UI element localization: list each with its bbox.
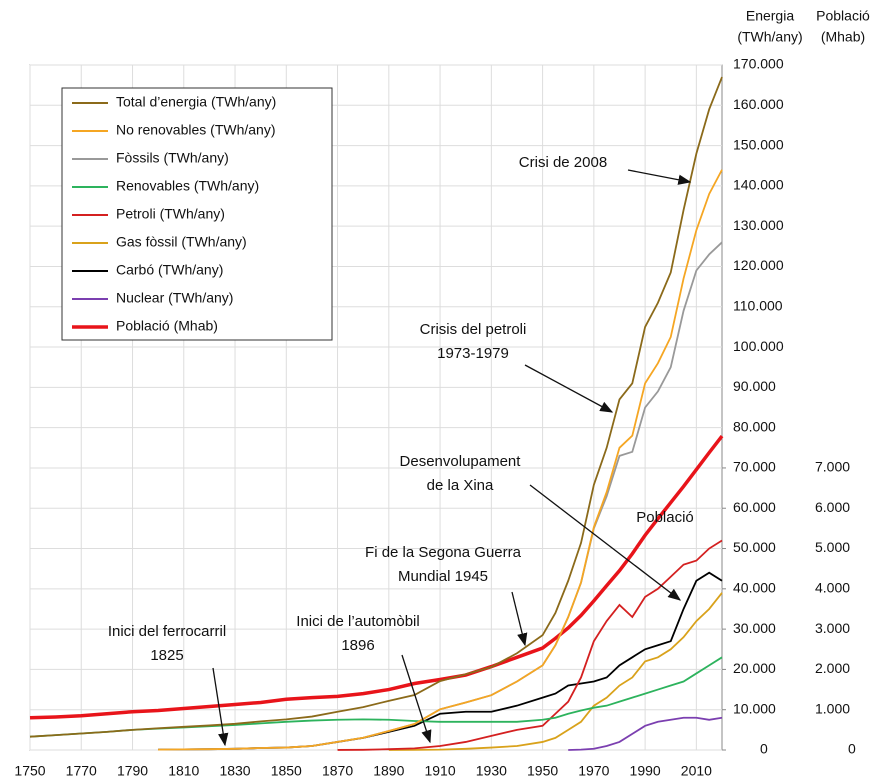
legend-label: Carbó (TWh/any) xyxy=(116,262,223,278)
annotation: de la Xina xyxy=(427,477,494,494)
x-tick-label: 1870 xyxy=(322,763,353,779)
y2-tick-label: 5.000 xyxy=(815,539,850,555)
x-tick-label: 1890 xyxy=(373,763,404,779)
annotation-arrow xyxy=(529,484,682,601)
series-line xyxy=(29,435,724,720)
legend-label: Gas fòssil (TWh/any) xyxy=(116,234,247,250)
legend-label: Renovables (TWh/any) xyxy=(116,178,259,194)
y2-tick-label: 3.000 xyxy=(815,620,850,636)
y-axis-title: Energia xyxy=(746,8,794,24)
x-tick-label: 1750 xyxy=(14,763,45,779)
y-tick-label: 150.000 xyxy=(733,136,784,152)
y-tick-label: 130.000 xyxy=(733,217,784,233)
x-tick-label: 1950 xyxy=(527,763,558,779)
x-tick-label: 1970 xyxy=(578,763,609,779)
x-tick-label: 2010 xyxy=(681,763,712,779)
x-tick-label: 1770 xyxy=(66,763,97,779)
y-tick-label: 30.000 xyxy=(733,620,776,636)
legend-label: Total d’energia (TWh/any) xyxy=(116,94,276,110)
y2-axis-title: Població xyxy=(816,8,870,24)
y-tick-label: 110.000 xyxy=(733,297,783,313)
y2-tick-label: 4.000 xyxy=(815,580,850,596)
legend: Total d’energia (TWh/any) No renovables (… xyxy=(61,87,333,341)
y-tick-label: 20.000 xyxy=(733,660,776,676)
y-tick-label: 100.000 xyxy=(733,338,784,354)
annotation: Inici de l’automòbil xyxy=(296,613,419,630)
legend-label: No renovables (TWh/any) xyxy=(116,122,276,138)
annotation: 1896 xyxy=(341,637,374,654)
legend-label: Nuclear (TWh/any) xyxy=(116,290,233,306)
y-tick-label: 120.000 xyxy=(733,257,784,273)
y-tick-label: 80.000 xyxy=(733,418,776,434)
annotation-arrow xyxy=(401,654,432,744)
annotation: Desenvolupament xyxy=(400,453,522,470)
y2-tick-label: 1.000 xyxy=(815,700,850,716)
legend-label: Població (Mhab) xyxy=(116,318,218,334)
annotation-arrow xyxy=(524,364,614,413)
series-line xyxy=(568,716,723,751)
legend-label: Petroli (TWh/any) xyxy=(116,206,225,222)
y-tick-label: 10.000 xyxy=(733,700,776,716)
y2-tick-label: 2.000 xyxy=(815,660,850,676)
annotation: Fi de la Segona Guerra xyxy=(365,544,522,561)
x-tick-label: 1910 xyxy=(424,763,455,779)
y-tick-label: 170.000 xyxy=(733,56,784,72)
x-tick-label: 1930 xyxy=(476,763,507,779)
annotation: 1973-1979 xyxy=(437,345,509,362)
y-tick-label: 60.000 xyxy=(733,499,776,515)
series-line xyxy=(337,539,723,751)
y-tick-label: 40.000 xyxy=(733,580,776,596)
annotation: Crisi de 2008 xyxy=(519,154,607,171)
x-tick-label: 1810 xyxy=(168,763,199,779)
y-tick-label: 70.000 xyxy=(733,459,776,475)
series-line xyxy=(158,169,723,751)
annotation: 1825 xyxy=(150,647,183,664)
annotation-arrow xyxy=(212,667,229,747)
y-tick-label: 160.000 xyxy=(733,96,784,112)
series-line xyxy=(29,76,723,738)
x-tick-label: 1990 xyxy=(630,763,661,779)
y2-tick-label: 7.000 xyxy=(815,459,850,475)
y2-tick-label: 0 xyxy=(848,741,856,757)
y-tick-label: 0 xyxy=(760,741,768,757)
y-tick-label: 140.000 xyxy=(733,177,784,193)
y2-tick-label: 6.000 xyxy=(815,499,850,515)
annotation: Població xyxy=(636,509,694,526)
annotation: Mundial 1945 xyxy=(398,568,488,585)
annotation: Crisis del petroli xyxy=(420,321,527,338)
annotation: Inici del ferrocarril xyxy=(108,623,226,640)
annotation-arrow xyxy=(511,591,528,647)
y-tick-label: 90.000 xyxy=(733,378,776,394)
annotation-arrow xyxy=(627,169,692,185)
x-tick-label: 1790 xyxy=(117,763,148,779)
series-line xyxy=(388,592,723,751)
y-tick-label: 50.000 xyxy=(733,539,776,555)
x-tick-label: 1850 xyxy=(271,763,302,779)
y-axis-title: (TWh/any) xyxy=(737,29,802,45)
y2-axis-title: (Mhab) xyxy=(821,29,865,45)
legend-label: Fòssils (TWh/any) xyxy=(116,150,229,166)
x-tick-label: 1830 xyxy=(219,763,250,779)
